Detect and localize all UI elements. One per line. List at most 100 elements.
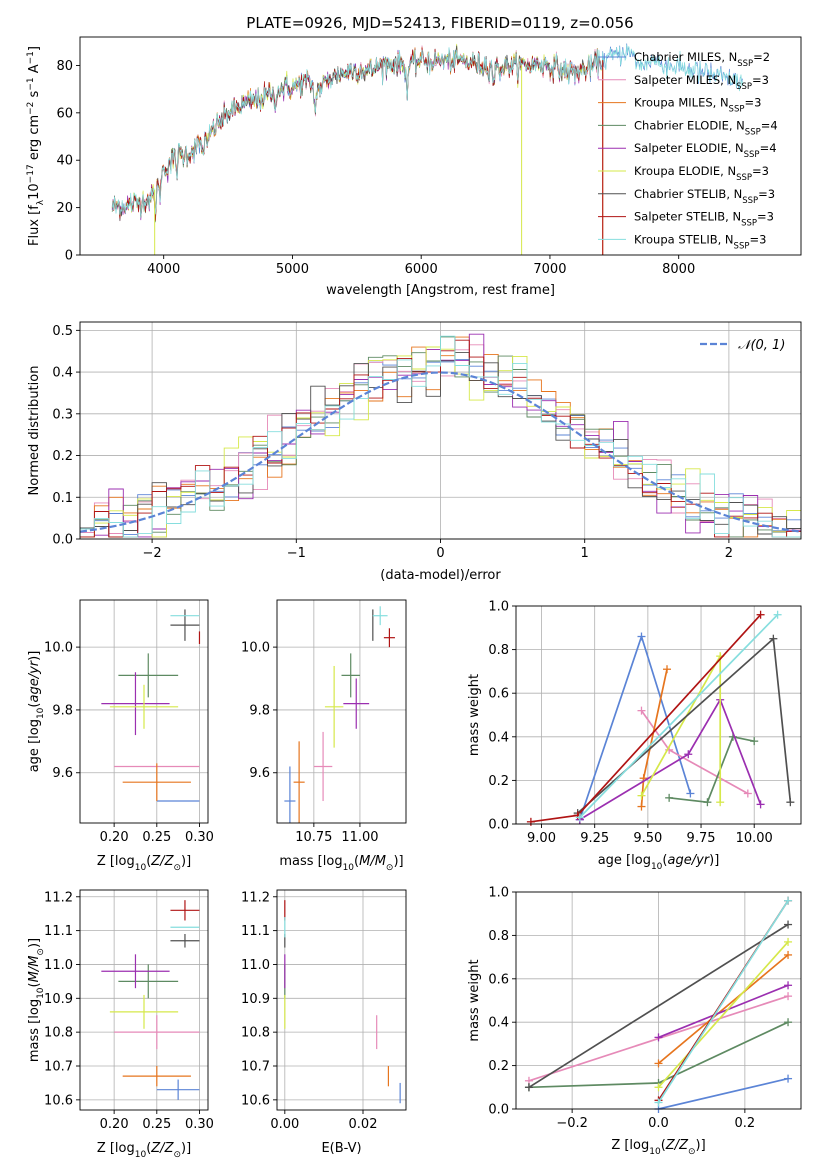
legend-sub: SSP bbox=[744, 150, 760, 160]
spectrum-axes: 4000 5000 6000 7000 8000 0 20 40 60 80 wavelength … bbox=[26, 36, 802, 298]
weight_vs_Z-xlabel-part: Z [log bbox=[611, 1138, 649, 1153]
y-tick-label: 10.8 bbox=[44, 1026, 73, 1041]
mass_vs_Z-ylabel-part: mass [log bbox=[27, 999, 42, 1062]
y-tick-label: 11.1 bbox=[44, 924, 73, 939]
weight-line-chabrier_miles bbox=[658, 1077, 789, 1109]
legend-label-salpeter_stelib: Salpeter STELIB, NSSP=3 bbox=[634, 210, 774, 229]
x-tick-label: 6000 bbox=[405, 262, 438, 277]
x-tick-label: 4000 bbox=[147, 262, 180, 277]
spectrum-line-chabrier_elodie bbox=[111, 45, 602, 223]
weight_vs_Z-frame bbox=[515, 891, 802, 1110]
y-tick-label: 10.7 bbox=[44, 1060, 73, 1075]
legend-text: Chabrier ELODIE, N bbox=[634, 118, 745, 132]
x-tick-label: 11.00 bbox=[341, 830, 378, 845]
mass_vs_ebv-xlabel: E(B-V) bbox=[321, 1141, 361, 1156]
y-tick-label: 0.2 bbox=[488, 774, 509, 789]
mass_vs_Z-xlabel-part: ⊙ bbox=[173, 1150, 181, 1160]
legend-tail: =2 bbox=[753, 50, 770, 64]
weight_vs_age-ylabel: mass weight bbox=[467, 674, 482, 756]
weight_vs_age-xlabel: age [log10(age/yr)] bbox=[598, 853, 720, 872]
legend-tail: =3 bbox=[749, 232, 766, 246]
x-tick-label: 0.20 bbox=[100, 830, 129, 845]
spectrum-line-salpeter_miles bbox=[111, 45, 602, 222]
legend-label-salpeter_miles: Salpeter MILES, NSSP=3 bbox=[634, 73, 769, 92]
age_vs_Z-ylabel-part: )] bbox=[27, 651, 42, 661]
gaussian-legend-label: 𝒩(0, 1) bbox=[738, 338, 785, 353]
legend-tail: =3 bbox=[744, 96, 761, 110]
spectrum-ylabel-part: erg cm bbox=[27, 115, 42, 164]
y-tick-label: 80 bbox=[56, 59, 73, 74]
x-tick-label: 9.00 bbox=[527, 831, 556, 846]
x-tick-label: 8000 bbox=[662, 262, 695, 277]
weight_vs_age-xlabel-part: ( bbox=[662, 853, 667, 868]
weight_vs_age-axes: 9.00 9.25 9.50 9.75 10.00 0.0 0.2 0.4 0.6 0.8 1.0 a… bbox=[467, 600, 802, 872]
y-tick-label: 10.7 bbox=[241, 1060, 270, 1075]
age_vs_Z-xlabel-part: ( bbox=[146, 854, 151, 869]
y-tick-label: 9.8 bbox=[249, 703, 270, 718]
age_vs_mass-xlabel: mass [log10(M/M⊙)] bbox=[279, 854, 403, 873]
age_vs_mass-xlabel-part: )] bbox=[393, 854, 403, 869]
mass_vs_Z-xlabel-part: ( bbox=[146, 1141, 151, 1156]
weight-line-kroupa_miles bbox=[657, 954, 789, 1065]
legend-label-chabrier_miles: Chabrier MILES, NSSP=2 bbox=[634, 50, 770, 69]
y-tick-label: 0.0 bbox=[52, 533, 73, 548]
legend-tail: =3 bbox=[758, 187, 775, 201]
legend-sub: SSP bbox=[741, 219, 757, 229]
age_vs_Z-xlabel-part: Z [log bbox=[97, 854, 135, 869]
x-tick-label: 0.0 bbox=[648, 1116, 669, 1131]
legend-tail: =4 bbox=[760, 141, 777, 155]
y-tick-label: 0.3 bbox=[52, 407, 73, 422]
weight_vs_Z-xlabel-part: ⊙ bbox=[688, 1147, 696, 1157]
legend-text: Kroupa ELODIE, N bbox=[634, 164, 736, 178]
y-tick-label: 0.8 bbox=[488, 929, 509, 944]
weight-line-salpeter_miles bbox=[640, 710, 749, 795]
weight-line-kroupa_stelib bbox=[657, 900, 789, 1103]
mass_vs_ebv-xlabel-part: E(B-V) bbox=[321, 1141, 361, 1156]
weight-line-chabrier_elodie bbox=[669, 735, 755, 804]
y-tick-label: 1.0 bbox=[488, 886, 509, 901]
x-tick-label: 9.75 bbox=[687, 831, 716, 846]
y-tick-label: 0.4 bbox=[52, 366, 73, 381]
legend-sub: SSP bbox=[737, 59, 753, 69]
mass_vs_ebv-axes: 0.00 0.02 10.6 10.7 10.8 10.9 11.0 11.1 11.2 E(B-… bbox=[241, 889, 407, 1156]
mass_vs_Z-xlabel-part: Z [log bbox=[97, 1141, 135, 1156]
y-tick-label: 0.2 bbox=[52, 449, 73, 464]
age_vs_Z-frame bbox=[79, 599, 209, 824]
mass_vs_ebv-frame bbox=[276, 889, 407, 1111]
weight-line-chabrier_stelib bbox=[528, 923, 789, 1089]
spectrum-line-kroupa_miles bbox=[111, 47, 602, 219]
y-tick-label: 0.0 bbox=[488, 1103, 509, 1118]
mass_vs_Z-ylabel-part: ( bbox=[27, 982, 42, 987]
y-tick-label: 11.0 bbox=[44, 958, 73, 973]
y-tick-label: 0.8 bbox=[488, 643, 509, 658]
age_vs_mass-frame bbox=[276, 599, 407, 824]
age_vs_Z-xlabel-part: ⊙ bbox=[173, 863, 181, 873]
spectrum-ylabel-part: Flux [f bbox=[27, 205, 42, 246]
y-tick-label: 11.2 bbox=[241, 890, 270, 905]
x-tick-label: 5000 bbox=[276, 262, 309, 277]
mass_vs_Z-axes: 0.20 0.25 0.30 10.6 10.7 10.8 10.9 11.0 11.1 11.2… bbox=[27, 889, 214, 1160]
spectrum-ylabel-part: ] bbox=[27, 46, 42, 51]
y-tick-label: 10.9 bbox=[241, 992, 270, 1007]
y-tick-label: 0.0 bbox=[488, 818, 509, 833]
weight-line-kroupa_elodie bbox=[657, 941, 789, 1088]
spectrum-line-kroupa_elodie bbox=[111, 43, 602, 219]
spectrum-ylabel-part: A bbox=[27, 64, 42, 77]
y-tick-label: 60 bbox=[56, 106, 73, 121]
x-tick-label: 0.30 bbox=[185, 830, 214, 845]
weight_vs_age-xlabel-part: age [log bbox=[598, 853, 651, 868]
weight_vs_age-xlabel-part: age/yr bbox=[667, 853, 710, 868]
spectrum-line-chabrier_stelib bbox=[111, 45, 602, 221]
spectrum-frame bbox=[79, 36, 802, 256]
y-tick-label: 1.0 bbox=[488, 600, 509, 615]
weight-line-salpeter_stelib bbox=[530, 614, 762, 823]
x-tick-label: 10.00 bbox=[736, 831, 773, 846]
x-tick-label: −0.2 bbox=[556, 1116, 588, 1131]
mass_vs_Z-ylabel-part: 10 bbox=[36, 987, 46, 999]
age_vs_Z-ylabel-part: age [log bbox=[27, 719, 42, 772]
mass_vs_Z-ylabel-part: ⊙ bbox=[36, 948, 46, 956]
residuals-xlabel: (data-model)/error bbox=[380, 568, 501, 583]
age_vs_Z-ylabel: age [log10(age/yr)] bbox=[27, 651, 46, 773]
y-tick-label: 0.6 bbox=[488, 972, 509, 987]
x-tick-label: −1 bbox=[287, 546, 306, 561]
